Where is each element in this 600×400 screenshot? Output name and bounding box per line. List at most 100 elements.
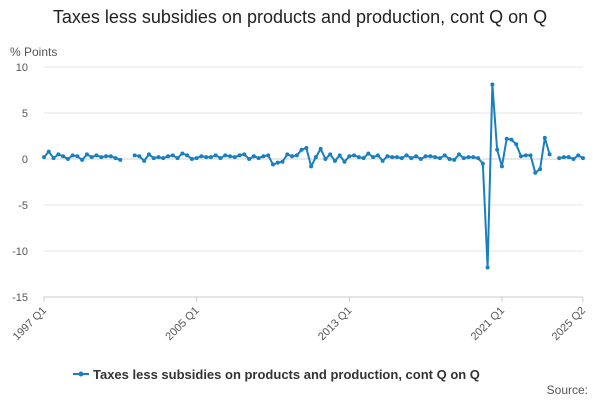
data-point <box>495 147 500 152</box>
data-point <box>213 153 218 158</box>
data-point <box>476 156 481 161</box>
data-point <box>499 164 504 169</box>
x-axis: 1997 Q1 2005 Q1 2013 Q1 2021 Q1 2025 Q2 <box>11 296 588 343</box>
data-point <box>352 153 357 158</box>
data-point <box>204 155 209 160</box>
data-point <box>428 154 433 159</box>
series-line <box>43 83 584 269</box>
y-tick-label: 5 <box>22 108 28 120</box>
y-tick-label: -5 <box>18 200 28 212</box>
data-point <box>380 158 385 163</box>
data-point <box>275 160 280 165</box>
gridlines <box>44 66 583 298</box>
data-point <box>337 153 342 158</box>
data-point <box>113 156 118 161</box>
data-point <box>414 154 419 159</box>
data-point <box>547 152 552 157</box>
data-point <box>309 164 314 169</box>
data-point <box>56 152 61 157</box>
data-point <box>170 153 175 158</box>
data-point <box>75 154 80 159</box>
data-point <box>70 153 75 158</box>
data-point <box>328 152 333 157</box>
x-tick-label: 2005 Q1 <box>163 305 201 343</box>
data-point <box>180 151 185 156</box>
data-point <box>237 153 242 158</box>
data-point <box>118 157 123 162</box>
data-point <box>242 152 247 157</box>
data-point <box>418 157 423 161</box>
y-tick-label: 0 <box>22 154 28 166</box>
data-point <box>318 146 323 151</box>
data-point <box>89 155 94 160</box>
data-point <box>480 161 485 166</box>
data-point <box>146 152 151 157</box>
data-point <box>437 156 442 161</box>
data-point <box>132 153 137 158</box>
data-point <box>313 155 318 160</box>
y-tick-label: -10 <box>12 246 28 258</box>
data-point <box>518 154 523 159</box>
data-point <box>251 154 256 159</box>
data-point <box>404 153 409 158</box>
data-point <box>361 156 366 161</box>
data-point <box>156 155 161 160</box>
data-point <box>270 162 275 167</box>
x-tick-label: 1997 Q1 <box>11 305 49 343</box>
data-point <box>581 156 585 161</box>
data-point <box>104 154 109 159</box>
data-point <box>466 155 471 160</box>
data-point <box>280 159 285 164</box>
data-point <box>528 153 533 158</box>
data-point <box>409 156 414 161</box>
data-point <box>394 155 399 160</box>
data-point <box>108 154 113 159</box>
data-point <box>46 149 51 154</box>
data-point <box>533 170 538 175</box>
data-point <box>456 152 461 157</box>
data-point <box>142 158 147 163</box>
data-point <box>490 82 495 87</box>
data-point <box>304 145 309 150</box>
data-point <box>285 152 290 157</box>
legend[interactable]: Taxes less subsidies on products and pro… <box>73 367 480 382</box>
data-point <box>342 159 347 164</box>
data-point <box>194 156 199 161</box>
data-point <box>523 153 528 158</box>
data-point <box>461 156 466 161</box>
data-point <box>433 155 438 160</box>
data-point <box>65 157 70 161</box>
data-point <box>576 153 581 158</box>
data-point <box>390 155 395 160</box>
data-point <box>452 157 457 162</box>
data-point <box>332 158 337 163</box>
data-point <box>299 147 304 152</box>
data-point <box>399 156 404 161</box>
data-point <box>199 154 204 159</box>
data-point <box>256 156 261 161</box>
data-point <box>504 136 509 141</box>
data-point <box>61 154 66 159</box>
data-point <box>571 157 576 161</box>
data-point <box>514 142 519 147</box>
data-point <box>471 155 476 160</box>
data-point <box>566 155 571 160</box>
data-point <box>80 157 85 162</box>
data-point <box>51 156 56 161</box>
data-point <box>371 155 376 160</box>
data-point <box>247 157 252 161</box>
data-point <box>223 153 228 158</box>
data-point <box>175 156 180 161</box>
legend-label: Taxes less subsidies on products and pro… <box>93 367 480 382</box>
data-point <box>557 156 562 161</box>
data-point <box>94 153 99 158</box>
data-point <box>294 153 299 158</box>
y-tick-label: -15 <box>12 292 28 304</box>
x-tick-label: 2025 Q2 <box>550 305 588 343</box>
data-point <box>356 155 361 160</box>
data-point <box>442 153 447 158</box>
data-point <box>261 154 266 159</box>
data-point <box>423 154 428 159</box>
data-point <box>99 155 104 160</box>
